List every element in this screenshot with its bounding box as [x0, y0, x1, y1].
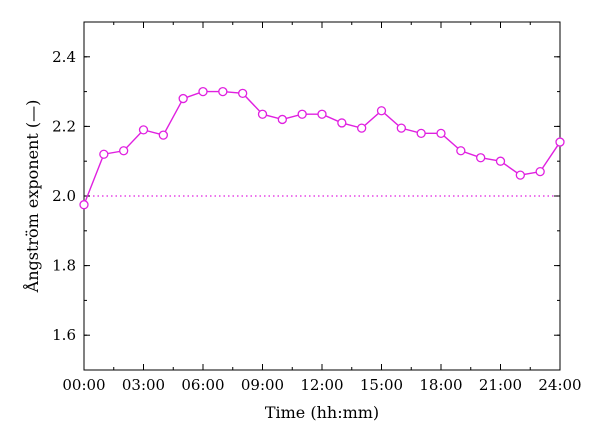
- data-point: [79, 200, 89, 210]
- data-point: [257, 109, 268, 119]
- plot-frame: [83, 21, 561, 371]
- y-tick-label: 2.0: [52, 187, 76, 205]
- data-point: [158, 130, 168, 140]
- y-axis-ticks: 1.6 1.8 2.0 2.2 2.4: [52, 21, 560, 371]
- data-point: [218, 86, 228, 97]
- x-axis-label: Time (hh:mm): [265, 403, 379, 422]
- data-point: [198, 86, 208, 97]
- data-point: [476, 153, 486, 163]
- y-tick-label: 2.2: [52, 117, 76, 135]
- data-point: [138, 125, 149, 135]
- data-point: [297, 109, 307, 119]
- data-point: [357, 123, 367, 133]
- data-point: [238, 88, 248, 98]
- series-line: [83, 90, 561, 205]
- data-point: [178, 93, 188, 104]
- data-point: [277, 114, 287, 125]
- x-tick-label: 21:00: [479, 376, 522, 394]
- x-axis-ticks: 00:00 03:00 06:00 09:00 12:00 15:00 18:00 21:00…: [62, 22, 582, 394]
- data-point: [515, 170, 525, 180]
- x-tick-label: 03:00: [122, 376, 165, 394]
- data-point: [555, 137, 565, 147]
- data-point: [119, 146, 129, 156]
- y-tick-label: 1.8: [52, 257, 76, 275]
- data-point: [376, 106, 387, 116]
- x-tick-label: 12:00: [300, 376, 343, 394]
- x-tick-label: 09:00: [241, 376, 284, 394]
- data-point: [337, 118, 347, 128]
- series-layer: [79, 86, 565, 210]
- x-tick-label: 15:00: [360, 376, 403, 394]
- x-tick-label: 24:00: [538, 376, 581, 394]
- data-point: [416, 128, 426, 139]
- data-point: [535, 166, 545, 177]
- data-point: [436, 128, 446, 139]
- data-point: [396, 123, 406, 133]
- x-tick-label: 18:00: [419, 376, 462, 394]
- data-point: [495, 156, 506, 166]
- data-point: [456, 146, 466, 156]
- x-tick-label: 06:00: [181, 376, 224, 394]
- data-point: [99, 149, 109, 159]
- y-axis-label: Ångström exponent (—): [22, 100, 42, 294]
- data-point: [317, 109, 327, 119]
- y-tick-label: 1.6: [52, 326, 76, 344]
- x-tick-label: 00:00: [62, 376, 105, 394]
- y-tick-label: 2.4: [52, 48, 76, 66]
